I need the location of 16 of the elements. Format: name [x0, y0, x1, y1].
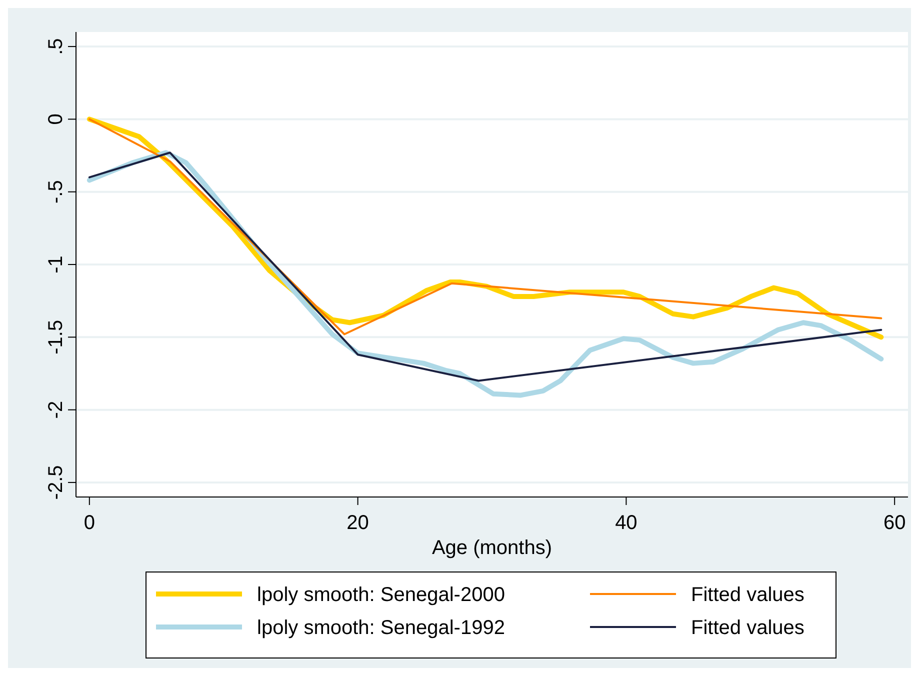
x-axis-title: Age (months) — [432, 537, 552, 559]
legend-label: Fitted values — [691, 584, 804, 606]
y-tick-label: -1.5 — [45, 320, 67, 354]
y-tick-label: -.5 — [45, 180, 67, 204]
y-tick-label: -2 — [45, 400, 67, 419]
x-tick-label: 60 — [883, 512, 906, 534]
y-tick-label: -1 — [45, 256, 67, 274]
legend-label: lpoly smooth: Senegal-1992 — [257, 617, 505, 639]
legend-label: Fitted values — [691, 617, 804, 639]
y-tick-label: -2.5 — [45, 465, 67, 500]
x-tick-label: 40 — [615, 512, 638, 534]
y-tick-label: .5 — [45, 38, 67, 55]
x-tick-label: 0 — [84, 512, 95, 534]
x-tick-label: 20 — [346, 512, 369, 534]
y-tick-label: 0 — [45, 114, 67, 125]
legend-label: lpoly smooth: Senegal-2000 — [257, 584, 505, 606]
